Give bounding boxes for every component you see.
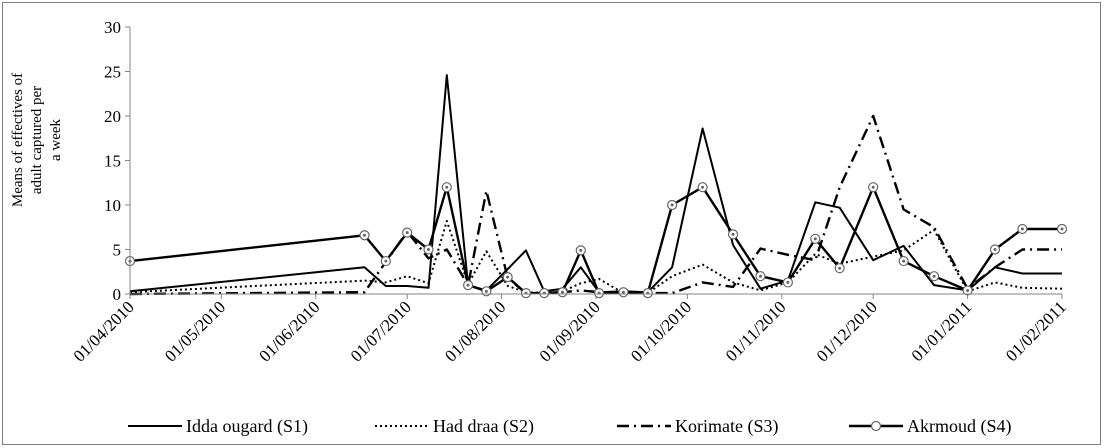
legend-entry: Had draa (S2) <box>433 416 534 437</box>
data-point-center <box>560 290 564 294</box>
data-point-center <box>445 185 449 189</box>
x-tick-label: 01/05/2010 <box>161 297 229 365</box>
y-axis-label: Means of effectives of adult captured per… <box>10 73 64 207</box>
x-tick-label: 01/07/2010 <box>347 297 415 365</box>
data-point-center <box>579 248 583 252</box>
series-line-korimate-s3 <box>129 114 1062 296</box>
y-tick-label: 25 <box>104 63 121 82</box>
data-point-center <box>384 259 388 263</box>
data-point-center <box>670 203 674 207</box>
x-tick-label: 01/11/2010 <box>722 297 790 365</box>
data-point-center <box>932 274 936 278</box>
data-point-center <box>813 237 817 241</box>
y-tick-label: 0 <box>113 285 122 304</box>
data-point-center <box>871 185 875 189</box>
data-point-center <box>731 232 735 236</box>
x-tick-label: 01/10/2010 <box>627 297 695 365</box>
data-point-center <box>993 248 997 251</box>
data-point-center <box>426 248 430 251</box>
data-point-center <box>466 283 470 287</box>
y-axis-label-line: a week <box>48 118 64 161</box>
legend-entry: Idda ougard (S1) <box>186 416 308 437</box>
legend-entry: Korimate (S3) <box>675 416 778 437</box>
data-point-center <box>786 280 790 284</box>
x-tick-label: 01/12/2010 <box>813 297 881 365</box>
data-point-center <box>506 275 510 279</box>
y-tick-label: 5 <box>113 241 122 260</box>
x-tick-label: 01/01/2011 <box>908 297 976 365</box>
legend-marker <box>870 420 882 432</box>
x-tick-label: 01/06/2010 <box>255 297 323 365</box>
y-tick-label: 10 <box>104 196 121 215</box>
y-tick-label: 20 <box>104 107 121 126</box>
series-line-idda-ougard-s1 <box>129 74 1062 294</box>
data-point-center <box>621 290 625 294</box>
data-point-center <box>902 259 906 263</box>
series-line-akrmoud-s4 <box>129 185 1062 295</box>
x-tick-label: 01/04/2010 <box>70 297 138 365</box>
axes <box>129 27 1062 295</box>
data-point-center <box>966 288 970 292</box>
data-point-center <box>405 231 409 235</box>
x-tick-label: 01/08/2010 <box>441 297 509 365</box>
series-line-had-draa-s2 <box>129 220 1063 295</box>
data-point-center <box>1060 227 1064 231</box>
data-point-center <box>838 266 842 270</box>
data-point-center <box>1020 227 1024 231</box>
data-point-center <box>363 233 367 237</box>
legend: Idda ougard (S1) Had draa (S2) Korimate (S… <box>128 416 1012 437</box>
data-point-center <box>701 185 705 189</box>
x-axis-ticks: 01/04/2010 01/05/2010 01/06/2010 01/07/2010… <box>70 294 1070 366</box>
series-lines <box>124 74 1068 299</box>
y-axis-ticks: 0 5 10 15 20 25 30 <box>104 18 130 304</box>
y-axis-label-line: adult captured per <box>29 86 45 194</box>
x-tick-label: 01/09/2010 <box>536 297 604 365</box>
x-tick-label: 01/02/2011 <box>1002 297 1070 365</box>
y-axis-label-line: Means of effectives of <box>10 73 26 207</box>
legend-entry: Akrmoud (S4) <box>907 416 1012 437</box>
data-point-center <box>484 289 488 293</box>
data-point-center <box>758 274 762 278</box>
y-tick-label: 30 <box>104 18 121 37</box>
y-tick-label: 15 <box>104 152 121 171</box>
